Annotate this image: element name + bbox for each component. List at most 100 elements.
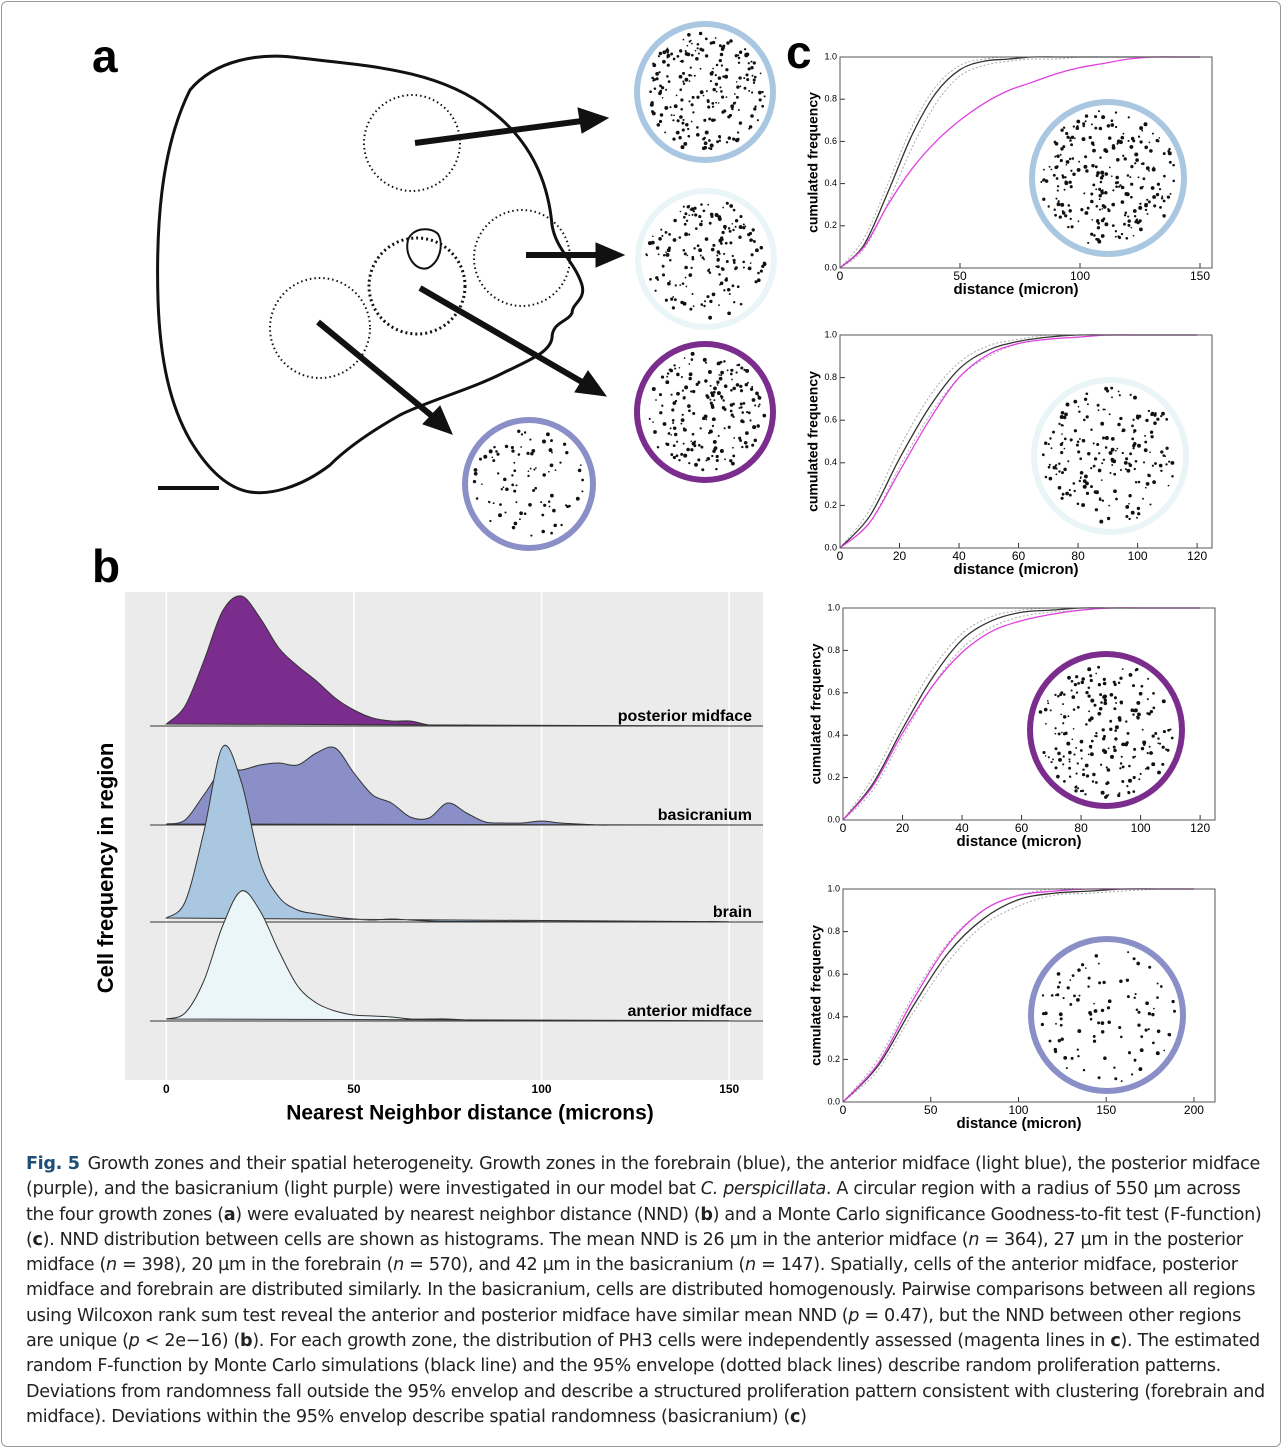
cell-dot: [1090, 466, 1093, 470]
cell-dot: [674, 298, 677, 302]
cell-dot: [1057, 1039, 1061, 1043]
cell-dot: [672, 426, 677, 430]
cell-dot: [739, 384, 743, 389]
cell-dot: [1152, 692, 1155, 695]
caption-text: p: [848, 1305, 860, 1326]
caption-text: n: [968, 1229, 980, 1250]
y-tick-label: 0.8: [824, 372, 837, 382]
caption-text: b: [700, 1204, 713, 1225]
cell-dot: [738, 235, 742, 239]
cell-dot: [1145, 1001, 1149, 1006]
cell-dot: [1130, 195, 1133, 199]
cell-dot: [667, 54, 669, 57]
cell-dot: [673, 104, 678, 109]
x-tick-label: 60: [1012, 549, 1026, 563]
cell-dot: [1066, 741, 1071, 746]
cell-dot: [739, 85, 742, 88]
cell-dot: [1092, 442, 1095, 445]
cell-dot: [1081, 772, 1086, 777]
zone-circle: [269, 277, 371, 379]
cell-dot: [1068, 760, 1071, 763]
x-tick-label: 40: [955, 821, 969, 835]
cell-dot: [729, 459, 733, 463]
cell-dot: [737, 109, 740, 111]
cell-dot: [1141, 728, 1144, 731]
cell-dot: [732, 446, 734, 449]
cell-dot: [1137, 480, 1141, 484]
cell-dot: [550, 531, 553, 535]
cell-dot: [1129, 176, 1132, 179]
y-tick-label: 0.8: [824, 94, 837, 104]
cell-dot: [712, 243, 716, 247]
cell-dot: [729, 39, 733, 43]
caption-text: n: [105, 1255, 117, 1276]
cell-dot: [1060, 1037, 1064, 1041]
cell-dot: [667, 432, 671, 435]
cell-dot: [473, 471, 478, 476]
cell-dot: [1042, 197, 1046, 201]
cell-dot: [725, 68, 729, 72]
cell-dot: [672, 296, 675, 298]
cell-dot: [542, 473, 546, 477]
cell-dot: [710, 391, 714, 395]
cell-dot: [696, 47, 699, 50]
cell-dot: [1117, 681, 1121, 685]
cell-dot: [1090, 485, 1093, 489]
cell-dot: [1063, 780, 1066, 783]
cell-dot: [1085, 481, 1089, 486]
cell-dot: [1117, 716, 1122, 720]
cell-dot: [1146, 751, 1149, 755]
cell-dot: [702, 137, 706, 141]
cell-dot: [1097, 962, 1100, 965]
cell-dot: [679, 284, 682, 286]
cell-dot: [549, 463, 554, 468]
cell-dot: [1166, 748, 1170, 752]
cell-dot: [682, 122, 685, 124]
cell-dot: [1117, 235, 1120, 238]
x-tick-label: 80: [1074, 821, 1088, 835]
cell-dot: [757, 396, 762, 400]
cell-dot: [696, 133, 700, 137]
cell-dot: [1083, 192, 1086, 195]
cell-dot: [672, 422, 675, 424]
cell-dot: [1062, 126, 1066, 129]
cell-dot: [1077, 450, 1081, 454]
caption-label: Fig. 5: [26, 1154, 80, 1174]
cell-dot: [673, 218, 677, 223]
plot-frame: [842, 888, 1216, 1103]
cell-dot: [718, 238, 723, 243]
cell-dot: [1047, 465, 1051, 469]
cell-dot: [747, 381, 749, 384]
cell-dot: [1125, 505, 1130, 509]
cell-dot: [1093, 1002, 1095, 1005]
cell-dot: [1047, 443, 1050, 446]
caption-text: ) and a Monte Carlo significance Goodnes…: [26, 1204, 1262, 1250]
cell-dot: [1107, 747, 1110, 750]
cell-dot: [651, 110, 654, 114]
cdf-line: [839, 56, 1200, 269]
cell-dot: [1070, 1056, 1074, 1060]
cell-dot: [1090, 192, 1094, 196]
cell-dot: [1089, 1012, 1093, 1016]
cell-dot: [1127, 139, 1130, 142]
cell-dot: [706, 395, 710, 399]
cell-dot: [1110, 119, 1114, 123]
cell-dot: [1045, 722, 1047, 725]
cell-dot: [716, 265, 720, 269]
cell-dot: [655, 77, 659, 81]
cell-dot: [750, 114, 754, 118]
cell-dot: [1125, 192, 1130, 197]
cell-dot: [687, 127, 690, 131]
cell-dot: [712, 439, 717, 444]
cell-dot: [1150, 412, 1154, 417]
cell-dot: [696, 42, 700, 46]
cell-dot: [1120, 1080, 1123, 1083]
cell-dot: [531, 449, 536, 453]
cell-dot: [1132, 209, 1137, 213]
cell-dot: [1149, 430, 1154, 434]
cell-dot: [1085, 169, 1089, 173]
cell-dot: [731, 378, 733, 381]
cell-dot: [664, 131, 667, 134]
arrow-head: [422, 405, 453, 435]
cell-dot: [1060, 451, 1064, 455]
